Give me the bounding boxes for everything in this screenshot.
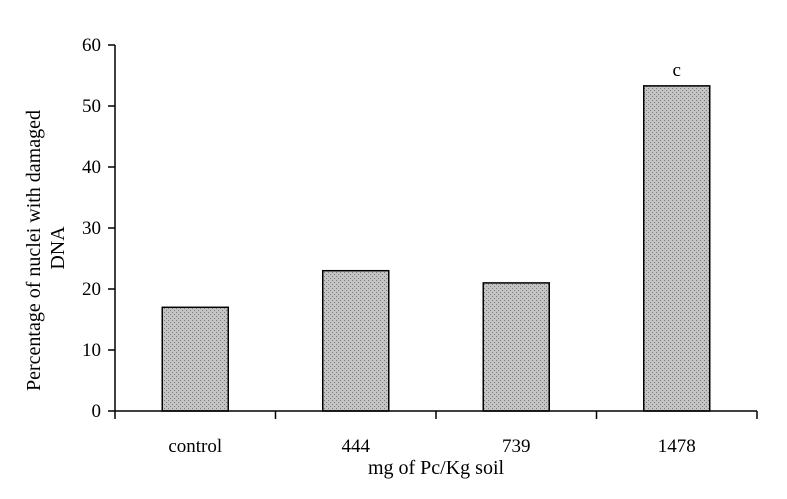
- bar-739: [482, 282, 550, 412]
- y-ticks: 0 10 20 30 40 50 60: [82, 35, 115, 422]
- y-axis-title-line-2: DNA: [47, 226, 69, 270]
- x-tick-label: 1478: [658, 436, 696, 457]
- y-axis-title: Percentage of nuclei with damaged DNA: [23, 105, 69, 391]
- y-axis-title-line-1: Percentage of nuclei with damaged: [23, 110, 45, 391]
- bar-annotations: c: [673, 60, 681, 81]
- x-tick-label: 444: [342, 436, 371, 457]
- x-tick-label: 739: [502, 436, 531, 457]
- bars-layer: [161, 85, 711, 412]
- y-tick-label: 30: [82, 218, 101, 239]
- bar-1478: [643, 85, 711, 412]
- y-tick-label: 60: [82, 35, 101, 56]
- y-tick-label: 0: [92, 401, 102, 422]
- y-tick-label: 10: [82, 340, 101, 361]
- bar-annotation: c: [673, 60, 681, 81]
- bar-444: [322, 269, 390, 412]
- x-tick-label: control: [168, 436, 222, 457]
- x-axis-title: mg of Pc/Kg soil: [368, 457, 505, 479]
- x-ticks: control 444 739 1478: [114, 411, 758, 457]
- y-tick-label: 20: [82, 279, 101, 300]
- bar-control: [161, 306, 229, 412]
- y-tick-label: 40: [82, 157, 101, 178]
- y-tick-label: 50: [82, 96, 101, 117]
